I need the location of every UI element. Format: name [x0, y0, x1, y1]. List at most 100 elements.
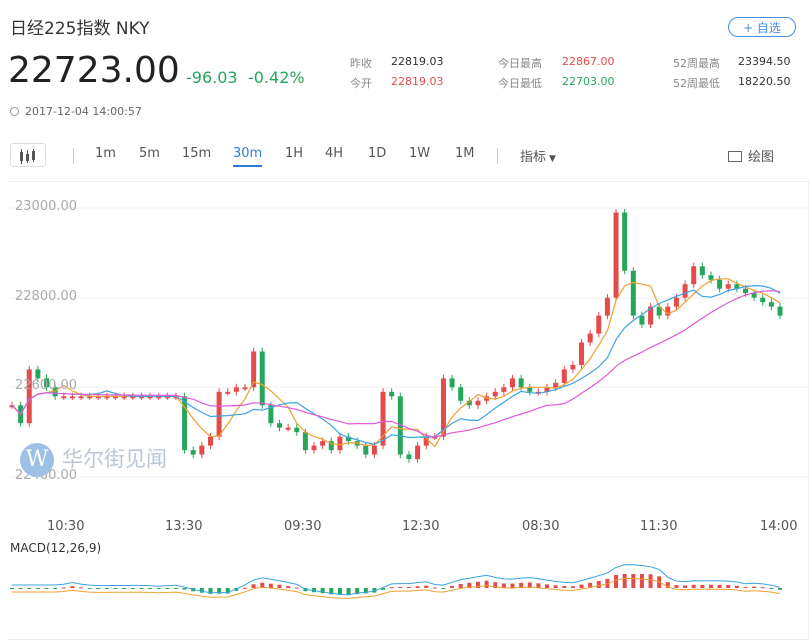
period-1w[interactable]: 1W	[409, 146, 431, 161]
prev-close-label: 昨收	[350, 57, 372, 70]
macd-bar	[165, 588, 170, 589]
draw-label: 绘图	[748, 150, 775, 165]
price-change-percent: -0.42%	[248, 68, 305, 87]
candle-body	[509, 378, 515, 388]
candle-body	[182, 396, 188, 451]
candle-body	[527, 387, 533, 392]
candle-body	[104, 396, 110, 399]
x-axis-label: 12:30	[402, 519, 440, 534]
period-5m[interactable]: 5m	[139, 146, 160, 161]
macd-bar	[234, 588, 239, 591]
open-label: 今开	[350, 77, 372, 90]
candle-body	[35, 369, 41, 379]
period-1d[interactable]: 1D	[368, 146, 387, 161]
macd-bar	[337, 588, 342, 595]
candle-body	[673, 297, 679, 307]
candle-body	[251, 351, 257, 388]
candle-body	[665, 306, 671, 316]
candle-body	[337, 436, 343, 451]
candle-body	[302, 432, 308, 451]
candle-body	[380, 391, 386, 446]
macd-bar	[769, 588, 774, 589]
period-1h[interactable]: 1H	[285, 146, 304, 161]
candle-body	[717, 279, 723, 289]
macd-bar	[61, 587, 66, 589]
candle-body	[9, 405, 15, 408]
macd-bar	[674, 585, 679, 588]
candle-body	[613, 212, 619, 298]
period-15m[interactable]: 15m	[182, 146, 212, 161]
candle-body	[492, 391, 498, 397]
period-30m[interactable]: 30m	[233, 146, 263, 167]
macd-bar	[700, 584, 705, 588]
toolbar-separator	[73, 148, 74, 164]
candlestick-icon	[20, 149, 35, 164]
candlestick-type-button[interactable]	[10, 143, 46, 167]
macd-bar	[579, 584, 584, 588]
macd-bar	[79, 587, 84, 589]
candle-body	[579, 342, 585, 365]
macd-bar	[398, 586, 403, 588]
candle-body	[95, 396, 101, 399]
macd-bar	[329, 588, 334, 595]
macd-bar	[268, 583, 273, 588]
candle-body	[742, 288, 748, 294]
add-watchlist-button[interactable]: + 自选	[728, 17, 796, 37]
prev-close-value: 22819.03	[391, 55, 444, 68]
candle-body	[760, 297, 766, 303]
macd-bar	[286, 586, 291, 588]
candle-body	[311, 445, 317, 451]
open-value: 22819.03	[391, 75, 444, 88]
y-axis-label: 22600.00	[15, 378, 78, 393]
macd-bar	[450, 585, 455, 588]
macd-bar	[467, 582, 472, 588]
candle-body	[708, 275, 714, 280]
macd-bar	[406, 586, 411, 588]
macd-bar	[631, 574, 636, 588]
macd-bar	[588, 582, 593, 588]
x-axis-label: 10:30	[47, 519, 85, 534]
period-1mo[interactable]: 1M	[455, 146, 475, 161]
candle-body	[26, 369, 32, 424]
candle-body	[233, 387, 239, 392]
macd-bar	[96, 588, 101, 589]
candle-body	[734, 284, 740, 289]
indicator-dropdown[interactable]: 指标 ▼	[520, 146, 556, 165]
candle-body	[466, 400, 472, 406]
candle-body	[173, 396, 179, 399]
candle-body	[768, 302, 774, 307]
candle-body	[147, 396, 153, 399]
macd-bar	[122, 588, 127, 589]
candle-body	[363, 445, 369, 455]
candle-body	[216, 391, 222, 437]
day-high-label: 今日最高	[498, 57, 542, 70]
candle-body	[199, 445, 205, 455]
macd-bar	[665, 582, 670, 588]
candle-body	[44, 378, 50, 388]
chart-toolbar: 1m 5m 15m 30m 1H 4H 1D 1W 1M 指标 ▼ 绘图	[0, 140, 809, 172]
macd-bar	[44, 588, 49, 589]
candle-body	[639, 315, 645, 325]
macd-bar	[372, 588, 377, 593]
caret-down-icon: ▼	[549, 154, 556, 164]
macd-bar	[510, 583, 515, 588]
watermark: W 华尔街见闻	[20, 443, 167, 477]
toolbar-separator	[497, 148, 498, 164]
draw-tool-button[interactable]: 绘图	[728, 146, 774, 165]
macd-bar	[294, 587, 299, 589]
macd-bar	[622, 574, 627, 588]
candle-body	[596, 315, 602, 334]
candle-body	[371, 445, 377, 455]
candle-body	[113, 396, 119, 399]
macd-bar	[493, 582, 498, 588]
period-4h[interactable]: 4H	[325, 146, 344, 161]
candle-body	[449, 378, 455, 388]
macd-bar	[355, 588, 360, 595]
macd-bar	[475, 581, 480, 588]
period-1m[interactable]: 1m	[95, 146, 116, 161]
candle-body	[294, 427, 300, 433]
candle-body	[190, 450, 196, 455]
indicator-label: 指标	[520, 150, 547, 165]
candle-body	[415, 445, 421, 460]
